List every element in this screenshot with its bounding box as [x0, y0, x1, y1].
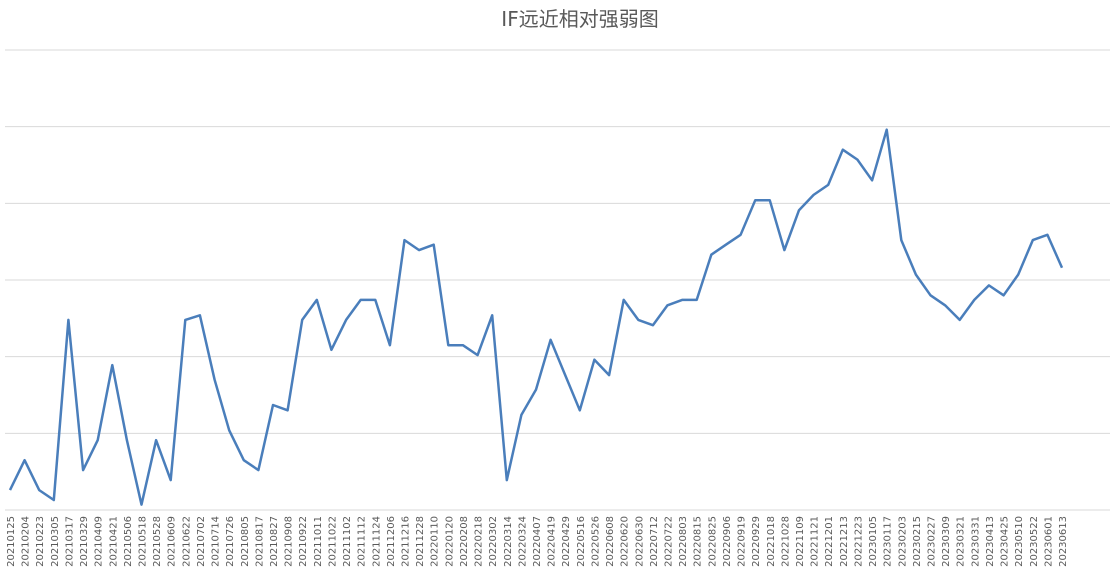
x-tick-label: 20210317	[64, 516, 75, 567]
x-tick-label: 20220302	[488, 516, 499, 567]
x-tick-label: 20210329	[79, 516, 90, 567]
x-tick-label: 20230413	[985, 516, 996, 567]
x-tick-label: 20210714	[211, 516, 222, 567]
x-tick-label: 20210622	[181, 516, 192, 567]
x-tick-label: 20230321	[956, 516, 967, 567]
x-tick-label: 20230425	[1000, 516, 1011, 567]
x-tick-label: 20230510	[1014, 516, 1025, 567]
chart-title: IF远近相对强弱图	[501, 7, 658, 31]
x-tick-label: 20210125	[6, 516, 17, 567]
x-tick-label: 20211216	[401, 516, 412, 567]
x-tick-label: 20220407	[532, 516, 543, 567]
x-tick-label: 20220120	[444, 516, 455, 567]
x-tick-label: 20220526	[590, 516, 601, 567]
x-tick-label: 20210827	[269, 516, 280, 567]
x-tick-label: 20220825	[707, 516, 718, 567]
x-tick-label: 20220906	[722, 516, 733, 567]
x-tick-label: 20220712	[649, 516, 660, 567]
x-tick-label: 20220815	[693, 516, 704, 567]
x-tick-label: 20210702	[196, 516, 207, 567]
x-tick-label: 20210922	[298, 516, 309, 567]
x-tick-label: 20230215	[912, 516, 923, 567]
x-tick-label: 20211206	[386, 516, 397, 567]
x-tick-label: 20220516	[576, 516, 587, 567]
x-tick-label: 20230227	[927, 516, 938, 567]
x-tick-label: 20220419	[547, 516, 558, 567]
x-tick-label: 20220314	[503, 516, 514, 567]
x-tick-label: 20211228	[415, 516, 426, 567]
x-tick-label: 20220620	[620, 516, 631, 567]
x-tick-label: 20220722	[664, 516, 675, 567]
data-line	[8, 128, 1064, 506]
x-tick-label: 20210506	[123, 516, 134, 567]
x-tick-label: 20210305	[50, 516, 61, 567]
x-tick-label: 20210528	[152, 516, 163, 567]
x-tick-label: 20221028	[780, 516, 791, 567]
x-tick-label: 20220208	[459, 516, 470, 567]
x-tick-label: 20220803	[678, 516, 689, 567]
x-tick-label: 20210609	[167, 516, 178, 567]
x-tick-label: 20230203	[897, 516, 908, 567]
x-tick-label: 20221109	[795, 516, 806, 567]
x-tick-label: 20210409	[94, 516, 105, 567]
x-tick-label: 20220630	[634, 516, 645, 567]
x-tick-label: 20230601	[1043, 516, 1054, 567]
x-tick-label: 20210204	[21, 516, 32, 567]
x-tick-label: 20211124	[371, 516, 382, 567]
x-tick-label: 20220429	[561, 516, 572, 567]
x-tick-label: 20220929	[751, 516, 762, 567]
x-tick-label: 20221223	[853, 516, 864, 567]
x-tick-label: 20220324	[517, 516, 528, 567]
x-tick-label: 20221201	[824, 516, 835, 567]
x-tick-label: 20220110	[430, 516, 441, 567]
x-tick-label: 20210908	[284, 516, 295, 567]
x-tick-label: 20211102	[342, 516, 353, 567]
x-tick-label: 20220218	[474, 516, 485, 567]
x-tick-label: 20221018	[766, 516, 777, 567]
x-tick-label: 20210726	[225, 516, 236, 567]
x-tick-label: 20230309	[941, 516, 952, 567]
x-tick-label: 20210223	[35, 516, 46, 567]
x-tick-label: 20230613	[1058, 516, 1069, 567]
x-tick-label: 20230117	[883, 516, 894, 567]
x-tick-label: 20211112	[357, 516, 368, 567]
x-tick-label: 20220919	[737, 516, 748, 567]
x-tick-label: 20221121	[810, 516, 821, 567]
x-tick-label: 20210518	[138, 516, 149, 567]
x-tick-label: 20230522	[1029, 516, 1040, 567]
x-tick-label: 20221213	[839, 516, 850, 567]
x-tick-label: 20211011	[313, 516, 324, 567]
x-tick-label: 20220608	[605, 516, 616, 567]
x-tick-label: 20230331	[970, 516, 981, 567]
x-tick-label: 20230105	[868, 516, 879, 567]
x-tick-label: 20211022	[327, 516, 338, 567]
x-tick-label: 20210421	[108, 516, 119, 567]
x-tick-label: 20210805	[240, 516, 251, 567]
x-tick-label: 20210817	[254, 516, 265, 567]
